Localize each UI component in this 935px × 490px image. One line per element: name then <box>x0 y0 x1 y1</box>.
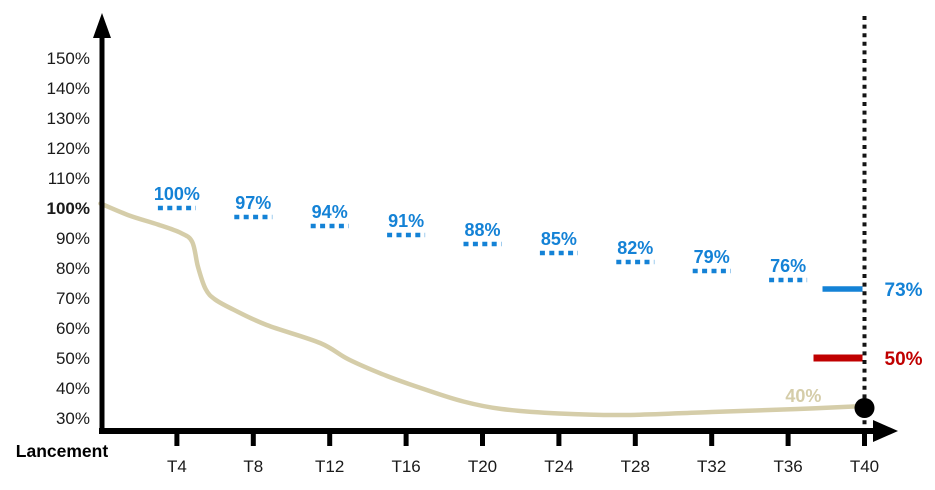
x-axis-tick-label: T20 <box>468 457 497 476</box>
x-axis-tick-label: T40 <box>850 457 879 476</box>
y-axis-tick-label: 140% <box>47 79 90 98</box>
x-axis-tick-label: T12 <box>315 457 344 476</box>
x-axis-arrowhead <box>873 420 898 442</box>
actual-curve-line <box>98 201 867 418</box>
x-axis-tick-label: T36 <box>773 457 802 476</box>
target-value-label: 85% <box>541 229 577 249</box>
y-axis-tick-label: 40% <box>56 379 90 398</box>
x-axis-tick-label: T24 <box>544 457 573 476</box>
target-value-label: 79% <box>694 247 730 267</box>
y-axis-tick-label: 60% <box>56 319 90 338</box>
target-value-label: 94% <box>312 202 348 222</box>
y-axis-tick-label: 80% <box>56 259 90 278</box>
y-axis-tick-label: 150% <box>47 49 90 68</box>
y-axis-tick-label: 90% <box>56 229 90 248</box>
curve-value-label: 40% <box>785 386 821 406</box>
target-value-label: 91% <box>388 211 424 231</box>
x-axis-tick-label: T28 <box>621 457 650 476</box>
curve-end-dot <box>854 398 875 418</box>
final-target-label: 73% <box>885 280 923 301</box>
target-value-label: 88% <box>464 220 500 240</box>
y-axis-arrowhead <box>93 13 111 38</box>
y-axis-tick-label: 110% <box>48 169 90 188</box>
x-axis-tick-label: T8 <box>243 457 263 476</box>
target-value-label: 97% <box>235 193 271 213</box>
origin-label: Lancement <box>16 441 109 461</box>
target-value-label: 82% <box>617 238 653 258</box>
x-axis-tick-label: T32 <box>697 457 726 476</box>
y-axis-tick-label: 120% <box>47 139 90 158</box>
x-axis-tick-label: T16 <box>391 457 420 476</box>
y-axis-tick-label: 70% <box>56 289 90 308</box>
target-value-label: 100% <box>154 184 200 204</box>
y-axis-tick-label: 30% <box>56 409 90 428</box>
y-axis-tick-label: 130% <box>47 109 90 128</box>
threshold-label: 50% <box>885 349 923 370</box>
y-axis-tick-label: 100% <box>47 199 90 218</box>
x-axis-tick-label: T4 <box>167 457 187 476</box>
y-axis-tick-label: 50% <box>56 349 90 368</box>
target-value-label: 76% <box>770 256 806 276</box>
